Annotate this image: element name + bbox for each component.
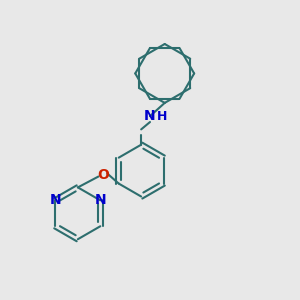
Text: N: N <box>144 109 156 123</box>
Text: N: N <box>50 193 61 207</box>
Text: O: O <box>97 168 109 182</box>
Text: H: H <box>157 110 168 123</box>
Text: N: N <box>94 193 106 207</box>
